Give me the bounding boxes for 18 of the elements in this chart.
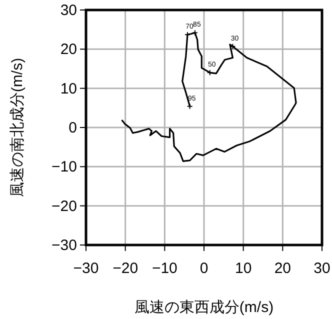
y-tick-label: 30 <box>60 2 77 19</box>
x-tick-label: −10 <box>152 260 178 277</box>
y-tick-label: −20 <box>52 198 77 215</box>
y-axis-title: 風速の南北成分(m/s) <box>9 58 26 198</box>
x-tick-label: 10 <box>234 260 252 277</box>
point <box>192 30 198 36</box>
y-tick-label: −10 <box>52 158 77 176</box>
y-tick-label: 0 <box>68 120 77 136</box>
x-tick-label: −20 <box>112 260 138 277</box>
point <box>206 70 213 76</box>
y-tick-label: −30 <box>52 237 77 254</box>
y-tick-label: 20 <box>60 41 77 58</box>
x-tick-label: −30 <box>73 260 99 277</box>
x-tick-label: 20 <box>274 260 292 277</box>
x-tick-label: 0 <box>200 260 208 277</box>
y-tick-label: 10 <box>60 80 77 98</box>
x-tick-label: 30 <box>314 260 330 277</box>
x-axis-title: 風速の東西成分(m/s) <box>134 299 274 316</box>
